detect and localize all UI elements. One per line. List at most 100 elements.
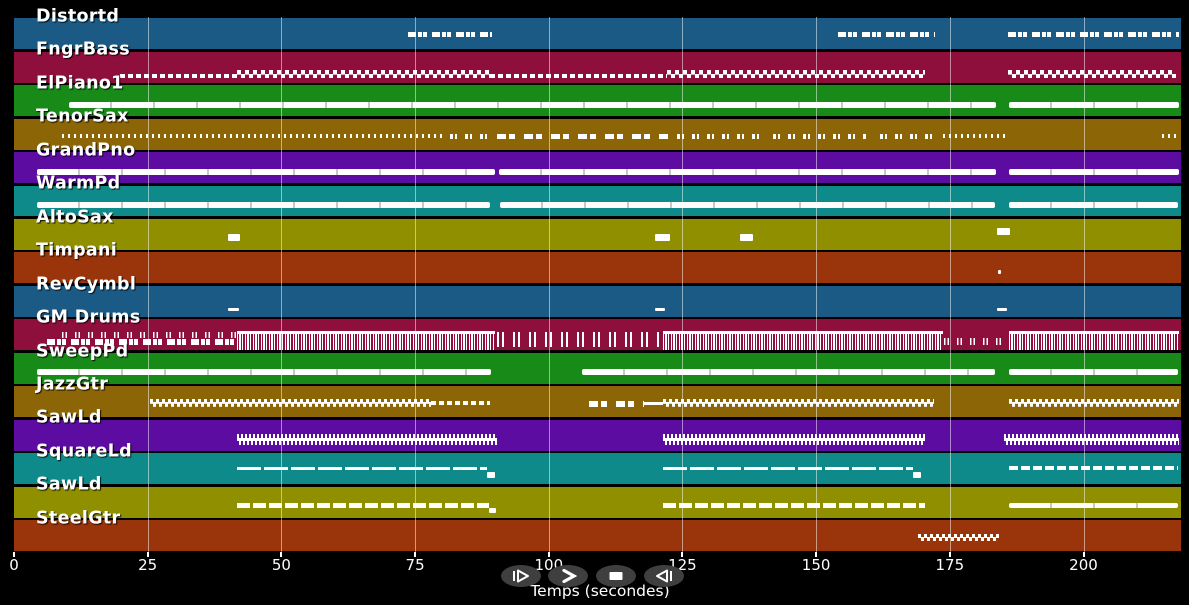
note-segment <box>1008 70 1177 79</box>
note-segment <box>37 202 490 208</box>
track-band <box>14 252 1181 284</box>
note-segment <box>61 332 236 339</box>
note-segment <box>943 134 1005 139</box>
axis-tick-label: 25 <box>138 555 158 574</box>
axis-tick-label: 75 <box>405 555 425 574</box>
track-label: JazzGtr <box>36 374 109 395</box>
note-segment <box>663 330 943 350</box>
track-label: TenorSax <box>36 106 129 127</box>
stop-icon <box>606 569 626 583</box>
note-segment <box>996 228 1010 236</box>
note-segment <box>655 307 666 312</box>
note-segment <box>149 399 432 408</box>
axis-tick <box>815 552 818 558</box>
note-segment <box>643 401 664 405</box>
axis-tick-label: 200 <box>1069 555 1098 574</box>
play-button[interactable] <box>501 564 541 587</box>
gridline <box>147 17 149 553</box>
note-segment <box>1008 202 1179 208</box>
gridline <box>1083 17 1085 553</box>
note-segment <box>237 433 497 446</box>
track-label: ElPiano1 <box>36 73 124 94</box>
note-segment <box>589 400 644 407</box>
stop-button[interactable] <box>596 564 636 587</box>
note-segment <box>996 307 1008 312</box>
x-axis-title: Temps (secondes) <box>530 582 670 600</box>
gridline <box>949 17 951 553</box>
track-label: FngrBass <box>36 40 130 61</box>
note-segment <box>838 32 935 38</box>
note-segment <box>663 503 926 509</box>
track-band <box>14 185 1181 217</box>
axis-tick-label: 150 <box>801 555 831 574</box>
note-segment <box>488 508 496 514</box>
track-label: WarmPd <box>36 173 121 194</box>
note-segment <box>498 168 997 175</box>
fast-forward-button[interactable] <box>548 564 588 587</box>
note-segment <box>449 133 495 139</box>
track-band <box>14 285 1181 317</box>
track-label: Distortd <box>36 6 120 27</box>
note-segment <box>1008 399 1180 408</box>
note-segment <box>496 133 668 139</box>
track-band <box>14 352 1181 384</box>
note-segment <box>1008 466 1179 470</box>
note-segment <box>677 133 763 139</box>
note-segment <box>655 233 671 241</box>
track-band <box>14 18 1181 50</box>
track-label: AltoSax <box>36 207 114 228</box>
note-segment <box>1162 133 1178 138</box>
note-segment <box>68 102 997 109</box>
note-segment <box>1008 168 1180 175</box>
track-label: GrandPno <box>36 140 136 161</box>
track-label: SweepPd <box>36 341 129 362</box>
track-label: SquareLd <box>36 441 132 462</box>
note-segment <box>237 503 489 509</box>
note-segment <box>1004 433 1180 446</box>
gridline <box>415 17 417 553</box>
rewind-button[interactable] <box>644 564 684 587</box>
axis-tick <box>280 552 283 558</box>
axis-tick <box>681 552 684 558</box>
track-label: SawLd <box>36 407 102 428</box>
note-segment <box>496 331 660 347</box>
note-segment <box>408 32 493 38</box>
note-segment <box>879 133 936 139</box>
note-segment <box>36 369 491 376</box>
axis-tick-label: 0 <box>9 555 19 574</box>
note-segment <box>1008 330 1180 350</box>
track-label: RevCymbl <box>36 274 137 295</box>
note-segment <box>772 134 868 140</box>
note-segment <box>237 330 496 350</box>
track-band <box>14 520 1181 551</box>
track-label: SteelGtr <box>36 508 121 529</box>
track-band <box>14 51 1181 83</box>
note-segment <box>119 74 237 78</box>
note-segment <box>486 471 495 478</box>
axis-tick <box>414 552 417 558</box>
note-segment <box>581 369 996 376</box>
play-icon <box>511 569 531 583</box>
gridline <box>281 17 283 553</box>
note-segment <box>1008 503 1179 509</box>
note-segment <box>663 466 914 471</box>
note-segment <box>47 339 236 346</box>
axis-tick-label: 175 <box>935 555 965 574</box>
track-band <box>14 219 1181 250</box>
note-segment <box>499 202 996 208</box>
note-segment <box>943 337 1004 345</box>
note-segment <box>37 168 496 175</box>
axis-tick-label: 50 <box>271 555 291 574</box>
note-segment <box>1008 369 1179 376</box>
axis-tick <box>547 552 550 558</box>
rewind-icon <box>654 569 674 583</box>
note-segment <box>237 70 490 79</box>
note-segment <box>227 307 240 312</box>
track-band <box>14 453 1181 485</box>
gridline <box>548 17 550 553</box>
note-segment <box>1008 32 1179 38</box>
note-segment <box>663 433 926 446</box>
note-segment <box>917 534 999 541</box>
track-label: SawLd <box>36 474 102 495</box>
note-segment <box>237 466 487 471</box>
